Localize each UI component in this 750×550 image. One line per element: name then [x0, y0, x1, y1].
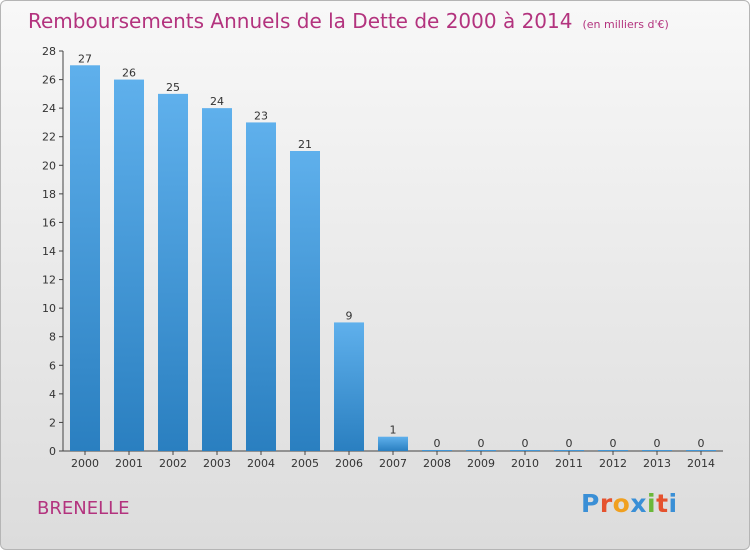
value-label-2008: 0	[434, 437, 441, 450]
bar-2006	[334, 322, 364, 451]
proxiti-logo: Proxiti	[581, 489, 678, 518]
y-tick-label: 14	[42, 245, 56, 258]
logo-letter: o	[612, 489, 631, 518]
x-tick-label-2005: 2005	[291, 457, 319, 470]
y-tick-label: 8	[49, 331, 56, 344]
bar-2002	[158, 93, 188, 451]
y-tick-label: 18	[42, 188, 56, 201]
x-tick-label-2009: 2009	[467, 457, 495, 470]
value-label-2014: 0	[698, 437, 705, 450]
x-tick-label-2001: 2001	[115, 457, 143, 470]
x-tick-label-2014: 2014	[687, 457, 715, 470]
y-tick-label: 6	[49, 359, 56, 372]
logo-letter: x	[630, 489, 647, 518]
x-tick-label-2006: 2006	[335, 457, 363, 470]
bar-2008	[422, 450, 452, 451]
x-tick-label-2007: 2007	[379, 457, 407, 470]
y-tick-label: 0	[49, 445, 56, 458]
logo-letter: i	[647, 489, 657, 518]
bar-2005	[290, 151, 320, 451]
bar-2012	[598, 450, 628, 451]
x-tick-label-2010: 2010	[511, 457, 539, 470]
title-unit: (en milliers d'€)	[582, 18, 669, 31]
bar-2009	[466, 450, 496, 451]
value-label-2003: 24	[210, 95, 224, 108]
x-tick-label-2012: 2012	[599, 457, 627, 470]
bar-2000	[70, 65, 100, 452]
title-main: Remboursements Annuels de la Dette de 20…	[28, 9, 573, 33]
y-tick-label: 10	[42, 302, 56, 315]
value-label-2013: 0	[654, 437, 661, 450]
bar-2007	[378, 436, 408, 451]
chart-title: Remboursements Annuels de la Dette de 20…	[28, 9, 669, 33]
y-tick-label: 2	[49, 416, 56, 429]
y-tick-label: 28	[42, 45, 56, 58]
data-labels: 27 26 25 24 23 21 9 1 0 0 0 0 0 0 0	[78, 52, 705, 450]
y-tick-label: 26	[42, 74, 56, 87]
value-label-2011: 0	[566, 437, 573, 450]
value-label-2001: 26	[122, 67, 136, 80]
bar-2003	[202, 108, 232, 452]
y-tick-label: 24	[42, 102, 56, 115]
x-tick-label-2008: 2008	[423, 457, 451, 470]
commune-name: BRENELLE	[37, 498, 130, 519]
value-label-2000: 27	[78, 52, 92, 65]
bar-2014	[686, 450, 716, 451]
bar-2004	[246, 122, 276, 451]
bar-2010	[510, 450, 540, 451]
bar-2001	[114, 79, 144, 452]
bar-2011	[554, 450, 584, 451]
y-tick-label: 16	[42, 216, 56, 229]
y-tick-label: 12	[42, 274, 56, 287]
x-tick-label-2000: 2000	[71, 457, 99, 470]
logo-letter: t	[656, 489, 669, 518]
value-label-2012: 0	[610, 437, 617, 450]
logo-letter: r	[599, 489, 613, 518]
x-tick-label-2004: 2004	[247, 457, 275, 470]
x-tick-label-2011: 2011	[555, 457, 583, 470]
value-label-2002: 25	[166, 81, 180, 94]
value-label-2005: 21	[298, 138, 312, 151]
y-tick-label: 20	[42, 159, 56, 172]
bar-2013	[642, 450, 672, 451]
y-tick-label: 22	[42, 131, 56, 144]
value-label-2006: 9	[346, 309, 353, 322]
x-tick-label-2003: 2003	[203, 457, 231, 470]
value-label-2009: 0	[478, 437, 485, 450]
y-tick-label: 4	[49, 388, 56, 401]
logo-letter: i	[668, 489, 678, 518]
value-label-2010: 0	[522, 437, 529, 450]
value-label-2004: 23	[254, 109, 268, 122]
value-label-2007: 1	[390, 424, 397, 437]
x-tick-label-2002: 2002	[159, 457, 187, 470]
bars	[70, 65, 716, 452]
logo-letter: P	[581, 489, 600, 518]
x-tick-label-2013: 2013	[643, 457, 671, 470]
